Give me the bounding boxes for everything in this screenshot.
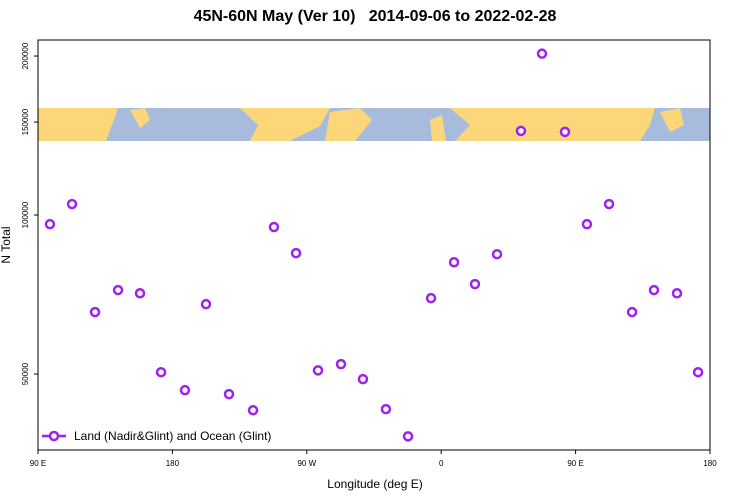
point bbox=[648, 284, 660, 296]
point bbox=[268, 221, 280, 233]
point bbox=[247, 404, 259, 416]
x-tick-label: 180 bbox=[166, 459, 180, 468]
point bbox=[357, 373, 369, 385]
point bbox=[581, 218, 593, 230]
point bbox=[155, 366, 167, 378]
point bbox=[448, 256, 460, 268]
point bbox=[312, 365, 324, 376]
plot-frame bbox=[37, 39, 711, 451]
point bbox=[469, 278, 481, 290]
point bbox=[402, 431, 414, 442]
y-tick-label: 100000 bbox=[21, 201, 30, 228]
point bbox=[66, 198, 78, 210]
x-tick-label: 90 E bbox=[30, 459, 46, 468]
x-tick-label: 0 bbox=[439, 459, 444, 468]
legend-label: Land (Nadir&Glint) and Ocean (Glint) bbox=[74, 429, 271, 443]
point bbox=[44, 218, 56, 230]
point bbox=[89, 306, 101, 318]
point bbox=[626, 306, 638, 318]
point bbox=[380, 403, 392, 415]
point bbox=[491, 248, 503, 260]
y-tick-label: 50000 bbox=[21, 362, 30, 385]
point bbox=[179, 384, 191, 396]
point bbox=[290, 247, 302, 259]
x-tick-label: 90 W bbox=[297, 459, 316, 468]
point bbox=[559, 126, 571, 138]
point bbox=[671, 288, 683, 299]
chart-title: 45N-60N May (Ver 10) 2014-09-06 to 2022-… bbox=[194, 8, 557, 25]
y-tick-label: 150000 bbox=[21, 108, 30, 135]
legend-marker bbox=[48, 430, 60, 442]
point bbox=[603, 198, 615, 210]
x-axis-label: Longitude (deg E) bbox=[327, 477, 422, 491]
map-strip bbox=[38, 108, 710, 141]
point bbox=[335, 358, 347, 370]
point bbox=[134, 288, 146, 299]
point bbox=[112, 284, 124, 296]
point bbox=[692, 366, 704, 378]
point bbox=[536, 48, 548, 59]
point bbox=[515, 125, 527, 137]
x-tick-label: 90 E bbox=[567, 459, 583, 468]
y-axis-label: N Total bbox=[0, 226, 13, 263]
y-tick-label: 200000 bbox=[21, 42, 30, 69]
point bbox=[425, 292, 437, 304]
x-tick-label: 180 bbox=[703, 459, 717, 468]
point bbox=[223, 388, 235, 400]
point bbox=[200, 298, 212, 310]
